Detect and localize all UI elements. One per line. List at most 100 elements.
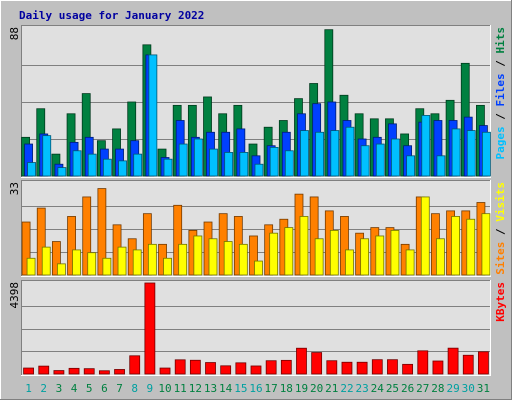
bar-kbytes-day-13 [205,362,216,375]
bar-pages-day-31 [482,131,491,177]
plot-area [21,280,491,376]
bar-kbytes-day-25 [387,359,398,375]
bar-sites-day-18 [284,227,294,276]
x-tick-label: 3 [56,382,63,395]
bar-kbytes-day-5 [83,368,95,375]
bar-pages-day-14 [224,152,234,177]
bar-kbytes-day-20 [311,352,323,375]
bar-sites-day-16 [254,260,263,276]
bar-sites-day-13 [208,238,218,276]
bar-kbytes-day-1 [23,367,34,375]
bar-sites-day-27 [420,196,430,276]
bar-pages-day-11 [178,143,188,177]
bar-kbytes-day-17 [265,360,277,375]
bar-sites-day-14 [223,241,233,276]
x-tick-label: 24 [371,382,385,395]
panel-kbytes: 4398 KBytes [8,280,507,376]
x-tick-label: 16 [249,382,262,395]
bar-kbytes-day-19 [296,347,307,375]
x-tick-label: 10 [158,382,171,395]
legend-entry: Sites [494,242,507,275]
bar-pages-day-19 [300,130,309,177]
bar-sites-day-15 [238,243,248,276]
bar-sites-day-11 [178,243,188,276]
bar-kbytes-day-12 [189,359,201,375]
series-pages [27,54,491,177]
bar-sites-day-29 [451,216,460,276]
bar-pages-day-24 [375,143,385,177]
bar-visits-day-4 [67,216,76,276]
bar-kbytes-day-11 [174,359,186,375]
bar-sites-day-24 [375,235,385,276]
bar-kbytes-day-2 [38,365,50,375]
bar-pages-day-20 [315,131,325,177]
bar-visits-day-20 [309,196,319,276]
x-tick-label: 26 [401,382,414,395]
series-kbytes [23,282,489,375]
legend-entry: / [494,54,507,74]
bar-pages-day-4 [72,150,82,177]
bar-pages-day-10 [163,158,173,177]
x-tick-label: 25 [386,382,399,395]
x-tick-label: 28 [431,382,444,395]
bar-sites-day-17 [269,232,279,276]
panel-hits_files_pages: 88 Pages / Files / Hits [8,25,507,178]
bar-sites-day-2 [41,246,51,276]
bar-sites-day-19 [299,216,309,276]
bar-visits-day-11 [173,204,183,276]
bar-kbytes-day-31 [478,351,489,375]
bar-visits-day-2 [36,207,46,276]
legend-entry: Hits [494,27,507,54]
legend-entry: Pages [494,126,507,159]
bar-kbytes-day-10 [159,367,171,375]
x-tick-label: 1 [25,382,32,395]
bar-kbytes-day-18 [280,359,292,375]
legend-entry: Visits [494,182,507,222]
x-tick-label: 18 [280,382,293,395]
x-tick-label: 6 [101,382,108,395]
bar-pages-day-26 [406,155,416,177]
bar-kbytes-day-22 [341,361,353,375]
bar-sites-day-3 [57,263,66,276]
bar-sites-day-20 [314,238,324,276]
bar-kbytes-day-23 [356,361,368,375]
bar-kbytes-day-16 [250,365,262,375]
panel-visits_sites: 33 Sites / Visits [8,180,507,277]
x-tick-label: 23 [356,382,369,395]
bar-pages-day-13 [209,148,218,177]
bar-visits-day-5 [82,196,92,276]
bar-pages-day-3 [57,167,67,177]
bar-kbytes-day-24 [371,359,383,375]
x-tick-label: 22 [340,382,353,395]
x-tick-label: 8 [131,382,138,395]
bar-sites-day-21 [329,229,339,276]
bar-kbytes-day-29 [447,347,459,375]
y-max-label: 33 [8,182,21,195]
bar-sites-day-12 [193,235,203,276]
bar-visits-day-16 [249,235,258,276]
bar-sites-day-1 [26,257,36,276]
chart-panels: 88 Pages / Files / Hits 33 Sites / Visits 43… [8,25,507,376]
bar-kbytes-day-9 [144,282,156,375]
bar-pages-day-7 [118,160,127,177]
bar-pages-day-28 [436,155,446,177]
bar-pages-day-21 [330,130,340,177]
bar-pages-day-16 [254,163,264,177]
bar-visits-day-1 [21,221,31,276]
bar-pages-day-9 [148,54,158,177]
bar-pages-day-17 [269,147,279,177]
bar-pages-day-2 [42,135,52,177]
legend-entry: / [494,107,507,127]
bar-pages-day-23 [360,145,370,177]
bar-sites-day-6 [102,257,112,276]
bar-kbytes-day-6 [98,370,110,375]
x-tick-label: 29 [446,382,459,395]
bar-pages-day-29 [451,128,461,177]
bar-pages-day-8 [133,153,143,177]
x-tick-label: 9 [147,382,154,395]
chart-title: Daily usage for January 2022 [19,9,204,22]
x-tick-label: 31 [477,382,490,395]
bar-pages-day-15 [239,152,249,177]
bar-sites-day-22 [345,249,354,276]
bar-kbytes-day-26 [402,363,414,375]
